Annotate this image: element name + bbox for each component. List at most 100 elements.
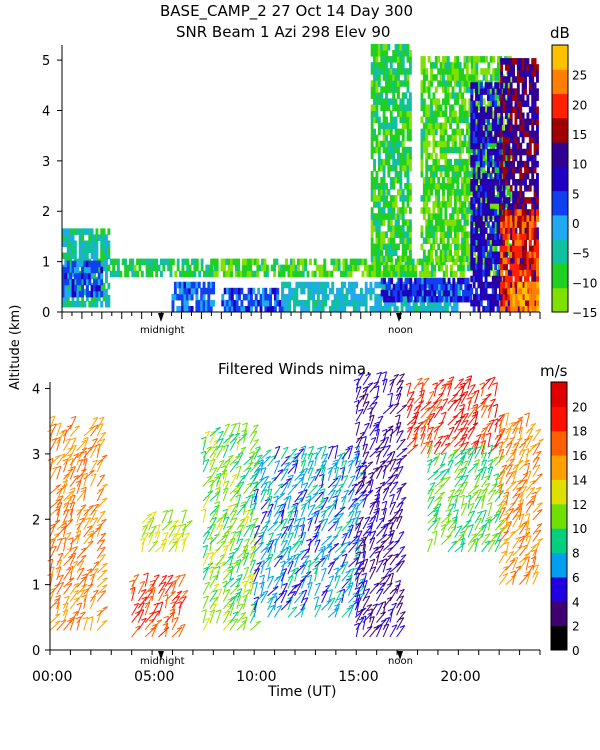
wind-barb-flag (180, 573, 186, 577)
snr-cell (394, 201, 398, 208)
snr-cell (528, 215, 532, 222)
wind-barb (69, 611, 79, 624)
wind-barb (49, 466, 58, 480)
snr-cell (71, 278, 75, 286)
snr-cell (533, 239, 537, 247)
snr-cell (521, 94, 525, 101)
snr-cell (399, 195, 403, 202)
snr-cell (197, 281, 201, 289)
snr-cell (373, 116, 376, 124)
snr-cell (472, 269, 476, 277)
snr-cell (453, 249, 457, 257)
wind-barb (56, 465, 62, 480)
snr-cell (496, 239, 500, 247)
snr-cell (433, 283, 437, 291)
snr-cell (188, 293, 192, 301)
snr-cell (514, 299, 518, 307)
snr-cell (500, 112, 504, 120)
wind-barb-flag (245, 588, 251, 592)
snr-cell (489, 94, 493, 101)
snr-cell (382, 98, 386, 105)
snr-cell (536, 251, 539, 259)
snr-cell (463, 62, 467, 69)
snr-cell (531, 130, 535, 138)
snr-cell (370, 255, 374, 263)
snr-cell (81, 300, 85, 308)
snr-cell (62, 294, 65, 302)
snr-cell (521, 215, 525, 222)
snr-cell (491, 257, 495, 265)
wind-barb (236, 446, 247, 459)
wind-barb (76, 602, 83, 617)
snr-cell (418, 295, 422, 303)
snr-cell (202, 299, 206, 307)
snr-cell (64, 272, 68, 280)
snr-cell (181, 293, 184, 301)
wind-barb-flag (228, 433, 234, 437)
snr-cell (382, 128, 386, 136)
snr-cell (427, 249, 431, 257)
snr-cell (399, 43, 403, 51)
snr-cell (463, 170, 467, 178)
snr-cell (491, 281, 495, 289)
snr-cell (377, 225, 381, 232)
snr-cell (531, 251, 535, 259)
wind-barb-flag (294, 553, 300, 557)
snr-cell (382, 201, 386, 208)
snr-cell (397, 277, 401, 285)
snr-cell (105, 294, 108, 302)
snr-cell (514, 118, 518, 126)
snr-cell (521, 118, 525, 126)
wind-barb-flag (181, 509, 187, 513)
snr-cell (167, 264, 171, 272)
wind-barb-flag (87, 616, 94, 620)
snr-cell (479, 154, 483, 162)
snr-cell (387, 86, 391, 93)
snr-cell (489, 56, 493, 63)
snr-cell (430, 68, 433, 75)
snr-cell (489, 148, 493, 156)
snr-cell (399, 189, 403, 196)
snr-cell (377, 43, 381, 51)
snr-cell (489, 281, 493, 289)
snr-cell (396, 74, 400, 81)
snr-cell (512, 58, 516, 65)
snr-cell (475, 237, 479, 244)
snr-cell (258, 264, 262, 272)
snr-cell (401, 128, 405, 136)
snr-cell (470, 118, 474, 126)
snr-cell (449, 195, 453, 202)
snr-cell (484, 172, 488, 180)
snr-cell (423, 264, 427, 272)
snr-cell (500, 179, 504, 186)
snr-cell (370, 146, 374, 154)
snr-cell (66, 270, 70, 278)
wind-barb-flag (230, 423, 237, 427)
snr-cell (100, 258, 104, 266)
snr-cell (463, 213, 467, 220)
snr-cell (489, 257, 493, 265)
snr-cell (233, 299, 237, 307)
snr-cell (531, 166, 535, 174)
snr-cell (66, 290, 70, 298)
snr-cell (531, 203, 535, 210)
snr-colorbar-tick: 15 (572, 128, 587, 142)
snr-cell (449, 68, 453, 75)
wind-barb-flag (56, 537, 63, 541)
snr-cell (514, 191, 518, 198)
snr-cell (492, 140, 496, 148)
snr-cell (404, 195, 408, 202)
snr-cell (507, 58, 511, 65)
snr-cell (345, 293, 349, 301)
wind-barb-flag (257, 454, 263, 458)
snr-cell (531, 275, 535, 283)
snr-cell (534, 305, 537, 313)
wind-barb (267, 510, 273, 524)
snr-cell (430, 255, 433, 263)
snr-cell (425, 255, 429, 263)
snr-cell (528, 251, 532, 259)
snr-cell (519, 154, 523, 162)
snr-cell (500, 269, 504, 277)
snr-cell (456, 249, 460, 257)
snr-cell (468, 98, 472, 105)
